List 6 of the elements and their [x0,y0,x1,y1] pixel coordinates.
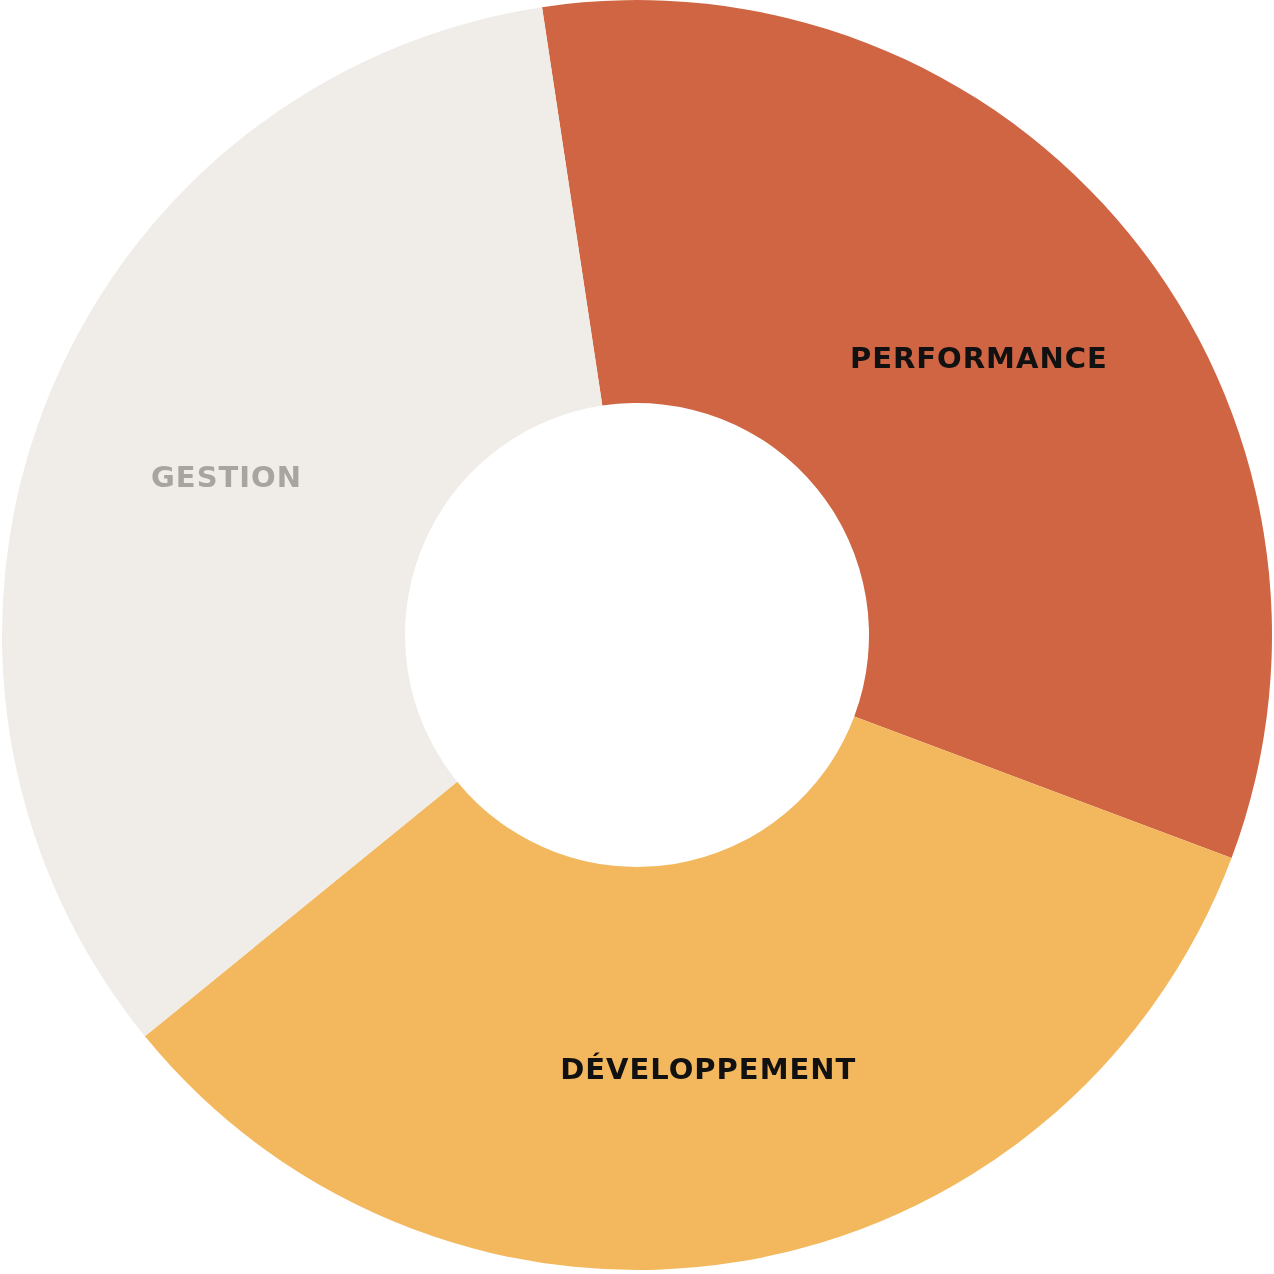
donut-slice [144,716,1232,1270]
donut-slice [3,7,603,1037]
slice-label: DÉVELOPPEMENT [560,1052,857,1087]
slice-label: PERFORMANCE [849,340,1108,375]
slice-label: GESTION [151,459,302,494]
donut-slice [542,0,1272,858]
